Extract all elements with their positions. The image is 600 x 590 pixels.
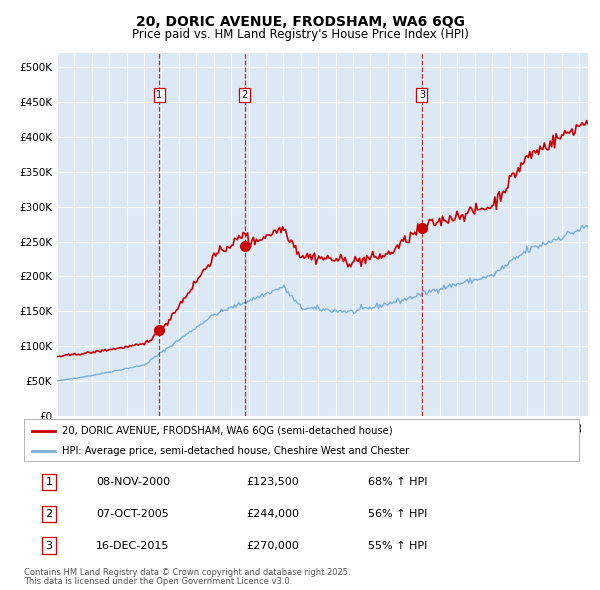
Text: HPI: Average price, semi-detached house, Cheshire West and Chester: HPI: Average price, semi-detached house,… xyxy=(62,446,409,456)
Text: 16-DEC-2015: 16-DEC-2015 xyxy=(96,540,170,550)
Text: £123,500: £123,500 xyxy=(246,477,299,487)
Text: 1: 1 xyxy=(156,90,162,100)
Text: 3: 3 xyxy=(419,90,425,100)
Text: Price paid vs. HM Land Registry's House Price Index (HPI): Price paid vs. HM Land Registry's House … xyxy=(131,28,469,41)
Text: 20, DORIC AVENUE, FRODSHAM, WA6 6QG: 20, DORIC AVENUE, FRODSHAM, WA6 6QG xyxy=(136,15,464,29)
Text: 1: 1 xyxy=(46,477,52,487)
Text: 68% ↑ HPI: 68% ↑ HPI xyxy=(368,477,428,487)
Text: 07-OCT-2005: 07-OCT-2005 xyxy=(96,509,169,519)
Text: Contains HM Land Registry data © Crown copyright and database right 2025.: Contains HM Land Registry data © Crown c… xyxy=(24,568,350,576)
Text: This data is licensed under the Open Government Licence v3.0.: This data is licensed under the Open Gov… xyxy=(24,577,292,586)
Text: £244,000: £244,000 xyxy=(246,509,299,519)
Text: 2: 2 xyxy=(241,90,248,100)
Text: 56% ↑ HPI: 56% ↑ HPI xyxy=(368,509,427,519)
Text: 3: 3 xyxy=(46,540,52,550)
Text: 2: 2 xyxy=(46,509,53,519)
Text: 08-NOV-2000: 08-NOV-2000 xyxy=(96,477,170,487)
Text: 20, DORIC AVENUE, FRODSHAM, WA6 6QG (semi-detached house): 20, DORIC AVENUE, FRODSHAM, WA6 6QG (sem… xyxy=(62,426,392,436)
Text: 55% ↑ HPI: 55% ↑ HPI xyxy=(368,540,427,550)
Text: £270,000: £270,000 xyxy=(246,540,299,550)
